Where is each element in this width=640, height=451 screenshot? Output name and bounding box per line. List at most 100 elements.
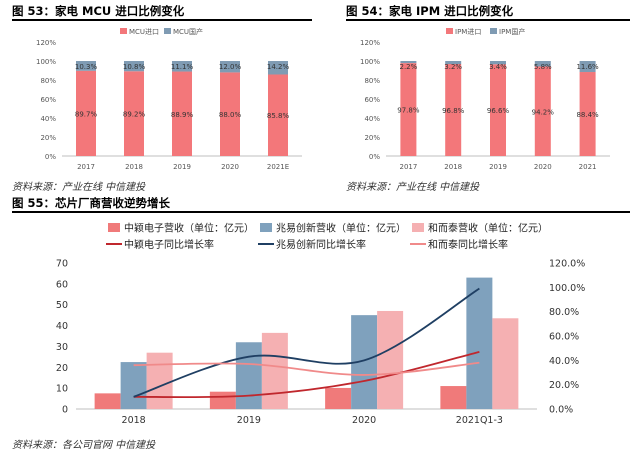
revenue-bar [325, 387, 352, 409]
data-label: 12.0% [219, 63, 242, 71]
legend-label: IPM国产 [499, 27, 525, 36]
y-tick-label: 60% [40, 96, 56, 104]
legend-swatch [108, 223, 120, 232]
bar-segment [268, 74, 288, 156]
revenue-bar [440, 386, 467, 409]
legend-swatch [260, 223, 272, 232]
revenue-bar [209, 391, 236, 409]
x-tick-label: 2020 [221, 163, 239, 171]
x-tick-label: 2020 [352, 415, 376, 426]
x-tick-label: 2017 [77, 163, 95, 171]
y-tick-label: 80% [364, 77, 380, 85]
x-tick-label: 2021Q1-3 [456, 415, 503, 426]
bar-segment [490, 61, 506, 65]
y2-tick-label: 20.0% [549, 380, 579, 391]
fig54-title: 图 54：家电 IPM 进口比例变化 [346, 4, 514, 18]
y2-tick-label: 80.0% [549, 307, 579, 318]
legend-label: 中颖电子同比增长率 [124, 238, 214, 251]
bar-segment [490, 64, 506, 156]
fig55-title-rule [12, 211, 630, 213]
y2-tick-label: 40.0% [549, 356, 579, 367]
legend-swatch [120, 28, 127, 34]
legend-label: 兆易创新同比增长率 [276, 238, 366, 251]
fig55-source: 资料来源：各公司官网 中信建投 [12, 440, 156, 451]
legend-label: 中颖电子营收（单位：亿元） [124, 222, 254, 235]
revenue-bar [377, 310, 404, 409]
bar-segment [579, 61, 596, 73]
fig53-source: 资料来源：产业在线 中信建投 [12, 182, 146, 193]
x-tick-label: 2018 [125, 163, 143, 171]
legend-label: 和而泰同比增长率 [428, 238, 508, 251]
x-tick-label: 2018 [122, 415, 146, 426]
x-tick-label: 2021 [579, 163, 597, 171]
y-tick-label: 80% [40, 77, 56, 85]
data-label: 5.8% [534, 63, 552, 71]
growth-line [133, 350, 480, 399]
bar-segment [534, 61, 551, 67]
bar-segment [400, 61, 417, 64]
bar-segment [172, 61, 192, 72]
data-label: 89.2% [123, 111, 146, 119]
data-label: 2.2% [400, 63, 418, 71]
legend-label: 和而泰营收（单位：亿元） [428, 222, 548, 235]
data-label: 96.6% [487, 107, 510, 115]
fig53-title-rule [12, 19, 312, 21]
y-tick-label: 120% [360, 39, 380, 47]
y-tick-label: 40% [364, 115, 380, 123]
data-label: 14.2% [267, 63, 290, 71]
x-tick-label: 2019 [173, 163, 191, 171]
bar-segment [124, 71, 144, 156]
data-label: 96.8% [442, 107, 465, 115]
mcu-import-chart: 0% 20% 40% 60% 80% 100% 120% 89.7% 10.3% 2017 89.2… [36, 27, 302, 171]
legend-swatch [412, 223, 424, 232]
y-tick-label: 20% [40, 134, 56, 142]
bar-segment [400, 63, 417, 157]
data-label: 88.0% [219, 111, 242, 119]
x-tick-label: 2019 [489, 163, 507, 171]
y-tick-label: 120% [36, 39, 56, 47]
fig54-source: 资料来源：产业在线 中信建投 [346, 182, 480, 193]
legend-label: MCU进口 [129, 28, 159, 36]
data-label: 10.3% [75, 63, 98, 71]
data-label: 88.4% [576, 111, 599, 119]
y-tick-label: 100% [36, 58, 56, 66]
y-tick-label: 60% [364, 96, 380, 104]
y2-tick-label: 0.0% [549, 405, 573, 416]
bar-segment [220, 72, 240, 156]
y-tick-label: 20% [364, 134, 380, 142]
y-tick-label: 50 [56, 300, 68, 311]
bar-segment [534, 66, 551, 156]
y-tick-label: 0% [45, 153, 56, 161]
y-tick-label: 40 [56, 321, 68, 332]
growth-line [133, 361, 480, 376]
data-label: 3.4% [489, 63, 507, 71]
revenue-bar [146, 352, 173, 409]
y2-tick-label: 120.0% [549, 259, 585, 270]
x-tick-label: 2021E [267, 163, 289, 171]
bar-segment [268, 61, 288, 75]
data-label: 11.6% [576, 63, 599, 71]
revenue-bar [466, 277, 493, 409]
y-tick-label: 0% [369, 153, 380, 161]
bar-segment [579, 72, 596, 156]
ipm-import-chart: 0% 20% 40% 60% 80% 100% 120% 97.8% 2.2% 2017 96.8%… [360, 27, 610, 171]
data-label: 3.2% [444, 63, 462, 71]
y-tick-label: 10 [56, 384, 68, 395]
legend-swatch [164, 28, 171, 34]
bar-segment [124, 61, 144, 72]
legend-swatch [446, 28, 453, 34]
revenue-bar [120, 362, 147, 409]
revenue-growth-chart: 0 10 20 30 40 50 60 70 0.0% 20.0% 40.0% 60.0% 80.0% 1… [56, 222, 585, 427]
bar-segment [220, 61, 240, 73]
data-label: 94.2% [532, 108, 555, 116]
revenue-bar [261, 332, 288, 409]
x-tick-label: 2018 [444, 163, 462, 171]
legend-swatch [490, 28, 497, 34]
y-tick-label: 0 [62, 405, 68, 416]
data-label: 88.9% [171, 111, 194, 119]
legend-label: IPM进口 [455, 28, 481, 36]
y-tick-label: 70 [56, 259, 68, 270]
data-label: 10.8% [123, 63, 146, 71]
legend-label: 兆易创新营收（单位：亿元） [276, 222, 406, 235]
bar-segment [172, 71, 192, 156]
